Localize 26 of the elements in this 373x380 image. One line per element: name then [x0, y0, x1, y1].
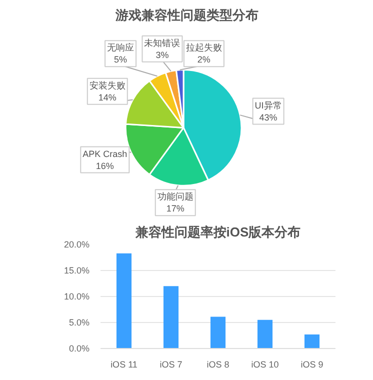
y-tick-label: 15.0%	[64, 266, 90, 276]
data-label: 3%	[156, 50, 169, 60]
chart-title: 兼容性问题率按iOS版本分布	[134, 224, 301, 240]
data-label: 5%	[114, 54, 128, 65]
data-label: 17%	[166, 204, 184, 214]
slice-label: 未知错误	[144, 38, 180, 48]
y-tick-label: 5.0%	[68, 318, 90, 328]
slice-label: 功能问题	[157, 192, 194, 202]
slice-label: UI异常	[254, 100, 282, 110]
data-label: 16%	[96, 160, 114, 171]
y-tick-label: 0.0%	[68, 344, 90, 354]
data-label: 14%	[98, 92, 116, 102]
x-tick-label: iOS 11	[110, 360, 138, 370]
slice-label: 无响应	[107, 42, 134, 53]
slice-label: APK Crash	[82, 148, 128, 159]
x-tick-label: iOS 8	[206, 360, 230, 370]
x-tick-label: iOS 7	[160, 360, 182, 370]
data-label: 2%	[197, 54, 210, 65]
x-tick-label: iOS 10	[251, 360, 279, 370]
x-tick-label: iOS 9	[300, 360, 324, 370]
chart-title: 游戏兼容性问题类型分布	[114, 8, 258, 22]
y-tick-label: 10.0%	[64, 292, 90, 302]
slice-label: 安装失败	[89, 80, 126, 90]
slice-label: 拉起失败	[186, 42, 222, 53]
data-label: 43%	[259, 112, 278, 122]
y-tick-label: 20.0%	[64, 240, 90, 250]
